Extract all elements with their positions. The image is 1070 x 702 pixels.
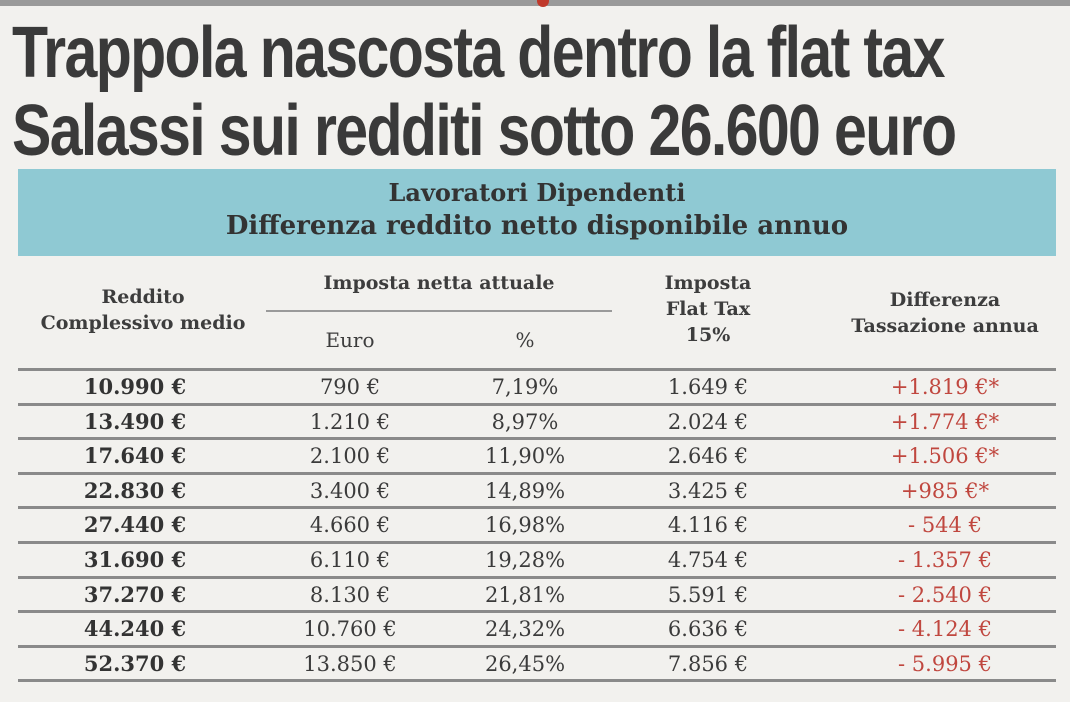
flat-tax-cell: 7.856 € <box>667 651 749 676</box>
header-differenza-line-1: Differenza <box>889 289 1001 311</box>
euro-cell: 8.130 € <box>309 582 391 607</box>
row-divider <box>18 437 1056 441</box>
headline-line-1: Trappola nascosta dentro la flat tax <box>12 13 945 93</box>
differenza-cell: - 4.124 € <box>898 617 992 642</box>
euro-cell: 10.760 € <box>303 617 397 642</box>
row-divider <box>18 610 1056 614</box>
flat-tax-cell: 1.649 € <box>667 375 749 399</box>
flat-tax-cell: 3.425 € <box>667 478 749 503</box>
header-percent: % <box>515 328 535 352</box>
reddito-cell: 37.270 € <box>83 581 187 607</box>
header-flat-tax: Imposta Flat Tax 15% <box>628 270 788 348</box>
reddito-cell: 27.440 € <box>83 512 187 538</box>
row-divider <box>18 471 1056 475</box>
page-top-edge <box>0 0 1070 6</box>
euro-cell: 13.850 € <box>303 651 397 676</box>
header-flat-tax-line-3: 15% <box>685 324 731 346</box>
reddito-cell: 31.690 € <box>83 547 187 572</box>
headline-line-2: Salassi sui redditi sotto 26.600 euro <box>12 91 957 171</box>
headline: Trappola nascosta dentro la flat tax Sal… <box>12 13 957 171</box>
reddito-cell: 17.640 € <box>83 443 187 469</box>
row-divider <box>18 644 1056 648</box>
header-reddito-line-1: Reddito <box>101 286 185 308</box>
flat-tax-cell: 4.116 € <box>667 513 749 538</box>
percent-cell: 7,19% <box>491 375 559 399</box>
header-differenza: Differenza Tassazione annua <box>830 287 1060 339</box>
row-divider <box>18 402 1056 406</box>
red-mark <box>537 0 549 7</box>
percent-cell: 14,89% <box>484 478 566 503</box>
flat-tax-cell: 5.591 € <box>667 582 749 607</box>
euro-cell: 4.660 € <box>309 513 391 538</box>
table-banner: Lavoratori Dipendenti Differenza reddito… <box>18 169 1056 256</box>
percent-cell: 21,81% <box>484 582 566 607</box>
row-divider <box>18 368 1056 371</box>
header-differenza-line-2: Tassazione annua <box>851 315 1039 337</box>
percent-cell: 11,90% <box>484 444 566 469</box>
differenza-cell: - 1.357 € <box>898 548 992 572</box>
euro-cell: 790 € <box>319 375 381 399</box>
header-euro: Euro <box>325 328 375 352</box>
reddito-cell: 44.240 € <box>83 616 187 642</box>
differenza-cell: - 2.540 € <box>898 582 992 607</box>
differenza-cell: +1.506 €* <box>890 444 1000 469</box>
banner-subtitle: Differenza reddito netto disponibile ann… <box>225 211 849 241</box>
percent-cell: 26,45% <box>484 651 566 676</box>
differenza-cell: +985 €* <box>900 478 990 503</box>
percent-cell: 8,97% <box>491 409 559 434</box>
euro-cell: 3.400 € <box>309 478 391 503</box>
percent-cell: 24,32% <box>484 617 566 642</box>
differenza-cell: +1.819 €* <box>890 375 1000 399</box>
euro-cell: 1.210 € <box>309 409 391 434</box>
euro-cell: 6.110 € <box>309 548 391 572</box>
banner-title: Lavoratori Dipendenti <box>388 178 686 207</box>
header-sub-divider <box>266 310 612 312</box>
reddito-cell: 22.830 € <box>83 477 187 503</box>
header-flat-tax-line-2: Flat Tax <box>665 298 751 320</box>
row-divider <box>18 541 1056 544</box>
header-flat-tax-line-1: Imposta <box>664 272 752 294</box>
header-imposta-attuale: Imposta netta attuale <box>323 272 555 294</box>
header-reddito: Reddito Complessivo medio <box>18 284 268 336</box>
differenza-cell: - 544 € <box>908 513 982 538</box>
euro-cell: 2.100 € <box>309 444 391 469</box>
reddito-cell: 52.370 € <box>83 650 187 676</box>
percent-cell: 19,28% <box>484 548 566 572</box>
reddito-cell: 13.490 € <box>83 408 187 434</box>
row-divider <box>18 575 1056 579</box>
reddito-cell: 10.990 € <box>83 374 187 399</box>
flat-tax-cell: 2.024 € <box>667 409 749 434</box>
flat-tax-cell: 2.646 € <box>667 444 749 469</box>
percent-cell: 16,98% <box>484 513 566 538</box>
row-divider <box>18 679 1056 683</box>
row-divider <box>18 506 1056 510</box>
flat-tax-cell: 6.636 € <box>667 617 749 642</box>
header-reddito-line-2: Complessivo medio <box>40 312 246 334</box>
differenza-cell: +1.774 €* <box>890 409 1000 434</box>
flat-tax-cell: 4.754 € <box>667 548 749 572</box>
differenza-cell: - 5.995 € <box>898 651 992 676</box>
